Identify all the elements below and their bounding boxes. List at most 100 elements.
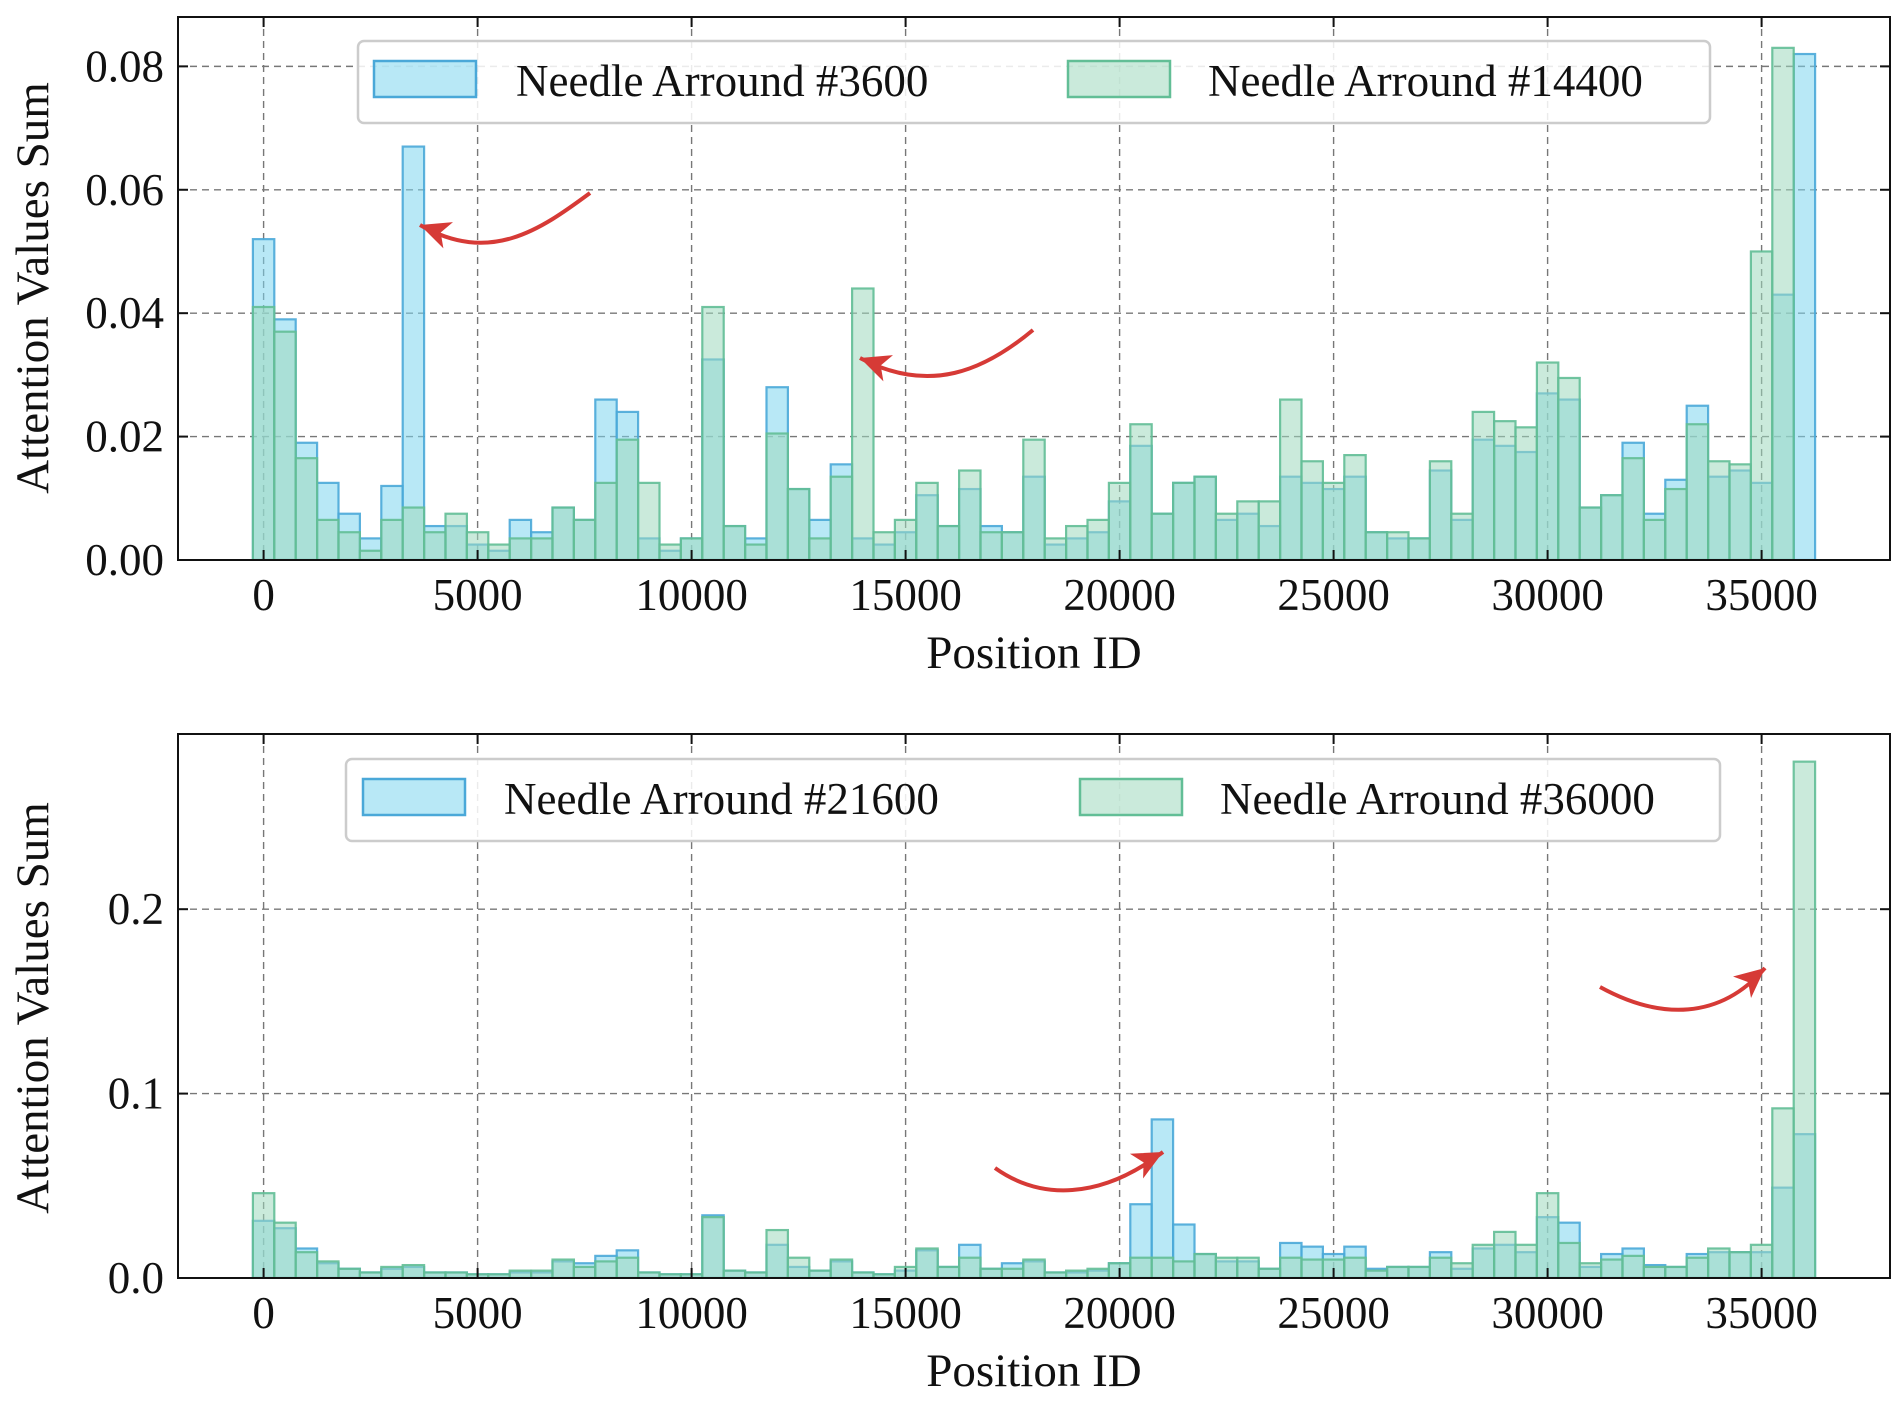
bar-2-13500 [829,475,854,560]
bar-2-2500 [358,549,383,560]
bar-2-500 [273,1221,297,1278]
bar-2-15500 [915,1247,939,1278]
y-tick-label: 0.00 [85,535,164,585]
y-tick-label: 0.04 [85,288,164,338]
ticks [178,734,1890,1279]
y-tick-label: 0.06 [85,165,164,215]
x-tick-label: 15000 [849,570,962,620]
bar-2-11000 [722,524,747,560]
legend: Needle Arround #21600 Needle Arround #360… [344,757,1722,843]
bar-2-26500 [1385,531,1410,560]
series-2 [251,760,1817,1278]
annotation-arrows [993,966,1767,1193]
bar-2-19000 [1064,1269,1089,1278]
x-tick-label: 25000 [1277,1288,1390,1338]
bar-2-7000 [551,506,575,560]
annotation-arrowhead [420,222,453,249]
annotation-arrowhead [1129,1152,1163,1179]
y-axis-label: Attention Values Sum [7,82,59,494]
bar-2-23500 [1257,500,1282,560]
legend-label-2: Needle Arround #36000 [1220,774,1655,824]
bar-2-4000 [423,531,447,560]
bar-2-19500 [1086,1267,1110,1278]
bar-2-12000 [765,432,789,560]
bar-2-25000 [1321,481,1346,560]
bar-2-6500 [529,1269,554,1278]
bar-2-23000 [1236,500,1260,560]
bar-2-16000 [936,1265,961,1278]
bar-2-12500 [786,487,811,560]
bar-2-1000 [294,457,319,560]
bar-2-5500 [487,543,511,560]
bar-2-21000 [1150,1256,1175,1278]
bar-2-30500 [1557,376,1581,560]
bar-2-33000 [1664,487,1688,560]
bar-2-9000 [636,481,661,560]
y-tick-label: 0.0 [108,1253,164,1303]
bar-2-26500 [1385,1265,1410,1278]
bar-2-16000 [936,524,961,560]
bar-2-30500 [1557,1241,1581,1278]
bar-2-20000 [1107,481,1132,560]
legend-label-1: Needle Arround #21600 [504,774,939,824]
bar-2-31500 [1599,494,1624,560]
bar-2-17000 [979,531,1003,560]
bar-2-500 [273,330,297,560]
bar-2-24500 [1300,1258,1324,1278]
y-tick-label: 0.1 [108,1069,164,1119]
bar-2-9500 [658,543,682,560]
bar-2-29500 [1514,1243,1538,1278]
x-tick-label: 20000 [1063,570,1176,620]
bar-2-11500 [743,543,768,560]
bar-2-29000 [1492,420,1517,560]
bar-2-33000 [1664,1265,1688,1278]
bar-2-1500 [316,518,340,560]
x-axis-label: Position ID [926,627,1141,679]
bar-2-3500 [401,1263,426,1278]
bar-2-14000 [850,287,875,560]
bar-2-8500 [615,438,640,560]
bar-2-0 [251,1192,276,1278]
bar-2-15500 [915,481,939,560]
legend: Needle Arround #3600 Needle Arround #1440… [356,39,1712,125]
bar-2-31500 [1599,1258,1624,1278]
x-tick-label: 15000 [849,1288,962,1338]
bar-2-23000 [1236,1256,1260,1278]
bar-1-3500 [401,145,426,560]
bar-2-20500 [1129,1256,1153,1278]
bar-2-31000 [1578,1262,1603,1278]
x-tick-label: 10000 [635,1288,748,1338]
bar-2-30000 [1535,361,1560,560]
y-tick-label: 0.02 [85,412,164,462]
bar-2-27000 [1407,1265,1431,1278]
bar-2-8000 [594,481,618,560]
chart-panel-1: 0 5000 10000 15000 20000 25000 30000 35000 0.00 0… [7,16,1891,679]
legend-label-1: Needle Arround #3600 [516,56,928,106]
bar-2-30000 [1535,1192,1560,1278]
bar-2-32500 [1642,518,1667,560]
bar-1-21000 [1150,1118,1175,1278]
y-tick-label: 0.2 [108,884,164,934]
x-tick-label: 5000 [433,570,523,620]
legend-swatch-1 [372,59,478,99]
bar-2-19500 [1086,518,1110,560]
legend-swatch-2 [1066,59,1172,99]
bar-2-27500 [1428,460,1453,560]
bar-2-21500 [1171,481,1196,560]
bar-2-28500 [1471,410,1496,560]
bar-2-16500 [957,1256,982,1278]
annotation-arrow-line [859,328,1035,379]
bar-2-19000 [1064,524,1089,560]
bar-2-8500 [615,1256,640,1278]
bar-2-7500 [572,518,597,560]
annotation-arrow-line [419,191,592,245]
annotation-arrows [419,191,1035,382]
bar-2-24000 [1278,398,1303,560]
bar-2-27000 [1407,537,1431,560]
bar-2-6500 [529,537,554,560]
plot-frame [177,16,1891,561]
legend-frame [356,39,1712,125]
x-tick-label: 25000 [1277,570,1390,620]
bar-2-35500 [1771,46,1795,560]
